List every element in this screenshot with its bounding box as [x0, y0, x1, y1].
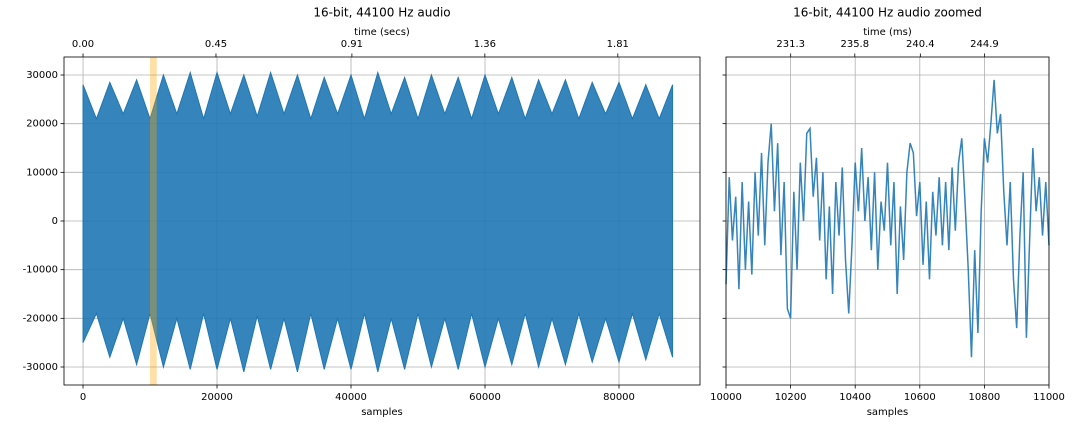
x2-tick-label: 1.81: [607, 39, 629, 50]
x2-axis-label: time (ms): [863, 27, 912, 38]
x-tick-label: 10600: [904, 392, 936, 403]
x-tick-label: 10200: [775, 392, 807, 403]
y-tick-label: 30000: [26, 70, 58, 81]
x2-tick-label: 0.91: [341, 39, 363, 50]
x-tick-label: 10000: [710, 392, 742, 403]
y-tick-label: 0: [52, 216, 58, 227]
x-tick-label: 80000: [603, 392, 635, 403]
x2-tick-label: 0.45: [205, 39, 227, 50]
x2-tick-label: 240.4: [906, 39, 935, 50]
y-tick-label: -20000: [23, 313, 58, 324]
chart-title: 16-bit, 44100 Hz audio: [313, 6, 450, 20]
plot-frame: [725, 56, 1050, 386]
x2-tick-label: 231.3: [776, 39, 805, 50]
y-tick-label: -10000: [23, 265, 58, 276]
x-tick-label: 40000: [335, 392, 367, 403]
y-tick-label: 20000: [26, 119, 58, 130]
y-tick-label: 10000: [26, 167, 58, 178]
x-tick-label: 60000: [469, 392, 501, 403]
x-tick-label: 0: [80, 392, 86, 403]
highlight-span: [150, 57, 157, 385]
x-axis-label: samples: [867, 407, 909, 418]
waveform: [82, 70, 674, 372]
x2-axis-label: time (secs): [354, 27, 410, 38]
x2-tick-label: 0.00: [72, 39, 94, 50]
x-tick-label: 11000: [1033, 392, 1065, 403]
plot-frame: [63, 56, 701, 386]
x2-tick-label: 244.9: [970, 39, 999, 50]
waveform-line: [725, 79, 1050, 358]
x-tick-label: 20000: [201, 392, 233, 403]
chart-title: 16-bit, 44100 Hz audio zoomed: [793, 6, 982, 20]
y-tick-label: -30000: [23, 362, 58, 373]
x-tick-label: 10800: [968, 392, 1000, 403]
x2-tick-label: 1.36: [474, 39, 496, 50]
x-tick-label: 10400: [839, 392, 871, 403]
x2-tick-label: 235.8: [840, 39, 869, 50]
x-axis-label: samples: [361, 407, 403, 418]
